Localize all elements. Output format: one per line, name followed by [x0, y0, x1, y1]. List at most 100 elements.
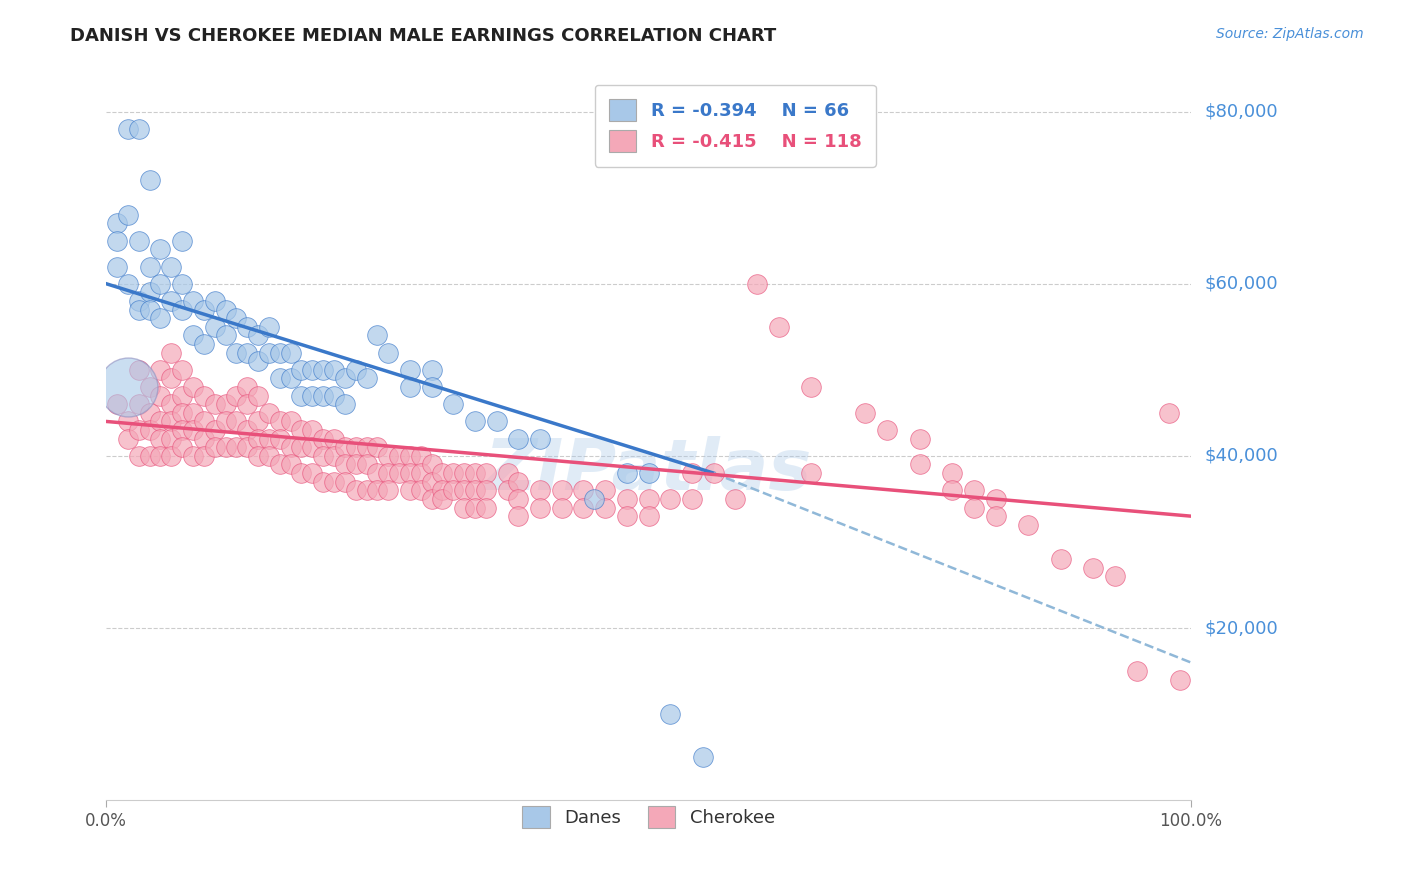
Point	[681, 491, 703, 506]
Point	[333, 458, 356, 472]
Point	[301, 466, 323, 480]
Point	[280, 371, 302, 385]
Point	[420, 363, 443, 377]
Point	[193, 389, 215, 403]
Point	[160, 345, 183, 359]
Point	[128, 121, 150, 136]
Point	[138, 302, 160, 317]
Point	[399, 449, 422, 463]
Point	[225, 345, 247, 359]
Point	[529, 483, 551, 498]
Point	[225, 440, 247, 454]
Point	[236, 380, 259, 394]
Point	[280, 440, 302, 454]
Point	[290, 423, 312, 437]
Point	[172, 406, 194, 420]
Point	[172, 363, 194, 377]
Point	[128, 397, 150, 411]
Point	[409, 449, 432, 463]
Point	[420, 491, 443, 506]
Point	[333, 475, 356, 489]
Point	[214, 328, 236, 343]
Point	[257, 432, 280, 446]
Point	[269, 371, 291, 385]
Point	[409, 466, 432, 480]
Point	[441, 397, 464, 411]
Point	[138, 406, 160, 420]
Point	[138, 449, 160, 463]
Point	[1168, 673, 1191, 687]
Point	[464, 500, 486, 515]
Point	[344, 440, 367, 454]
Point	[616, 466, 638, 480]
Point	[138, 260, 160, 274]
Point	[984, 509, 1007, 524]
Point	[508, 432, 530, 446]
Point	[366, 483, 388, 498]
Point	[160, 397, 183, 411]
Point	[344, 458, 367, 472]
Point	[356, 458, 378, 472]
Point	[312, 475, 335, 489]
Point	[366, 328, 388, 343]
Point	[269, 345, 291, 359]
Point	[399, 466, 422, 480]
Point	[583, 491, 606, 506]
Point	[908, 432, 931, 446]
Point	[800, 380, 823, 394]
Point	[160, 260, 183, 274]
Point	[963, 483, 986, 498]
Point	[257, 406, 280, 420]
Text: Source: ZipAtlas.com: Source: ZipAtlas.com	[1216, 27, 1364, 41]
Point	[225, 311, 247, 326]
Point	[105, 234, 128, 248]
Point	[659, 491, 682, 506]
Point	[290, 389, 312, 403]
Point	[508, 491, 530, 506]
Text: DANISH VS CHEROKEE MEDIAN MALE EARNINGS CORRELATION CHART: DANISH VS CHEROKEE MEDIAN MALE EARNINGS …	[70, 27, 776, 45]
Point	[214, 397, 236, 411]
Point	[1083, 561, 1105, 575]
Point	[703, 466, 725, 480]
Point	[908, 458, 931, 472]
Point	[172, 234, 194, 248]
Text: $40,000: $40,000	[1205, 447, 1278, 465]
Point	[659, 707, 682, 722]
Point	[214, 440, 236, 454]
Point	[432, 466, 454, 480]
Point	[399, 380, 422, 394]
Point	[149, 277, 172, 291]
Point	[508, 509, 530, 524]
Point	[496, 483, 519, 498]
Point	[290, 466, 312, 480]
Point	[181, 328, 204, 343]
Point	[247, 389, 270, 403]
Point	[117, 414, 139, 428]
Point	[149, 242, 172, 256]
Point	[193, 449, 215, 463]
Point	[280, 345, 302, 359]
Point	[181, 406, 204, 420]
Point	[257, 449, 280, 463]
Point	[204, 319, 226, 334]
Point	[333, 397, 356, 411]
Point	[768, 319, 790, 334]
Point	[464, 483, 486, 498]
Point	[138, 285, 160, 300]
Point	[356, 371, 378, 385]
Point	[453, 483, 475, 498]
Point	[247, 449, 270, 463]
Point	[724, 491, 747, 506]
Point	[529, 500, 551, 515]
Point	[181, 423, 204, 437]
Point	[551, 483, 574, 498]
Point	[441, 483, 464, 498]
Point	[160, 414, 183, 428]
Point	[475, 500, 498, 515]
Point	[800, 466, 823, 480]
Point	[257, 319, 280, 334]
Point	[312, 363, 335, 377]
Point	[432, 491, 454, 506]
Point	[356, 483, 378, 498]
Point	[193, 302, 215, 317]
